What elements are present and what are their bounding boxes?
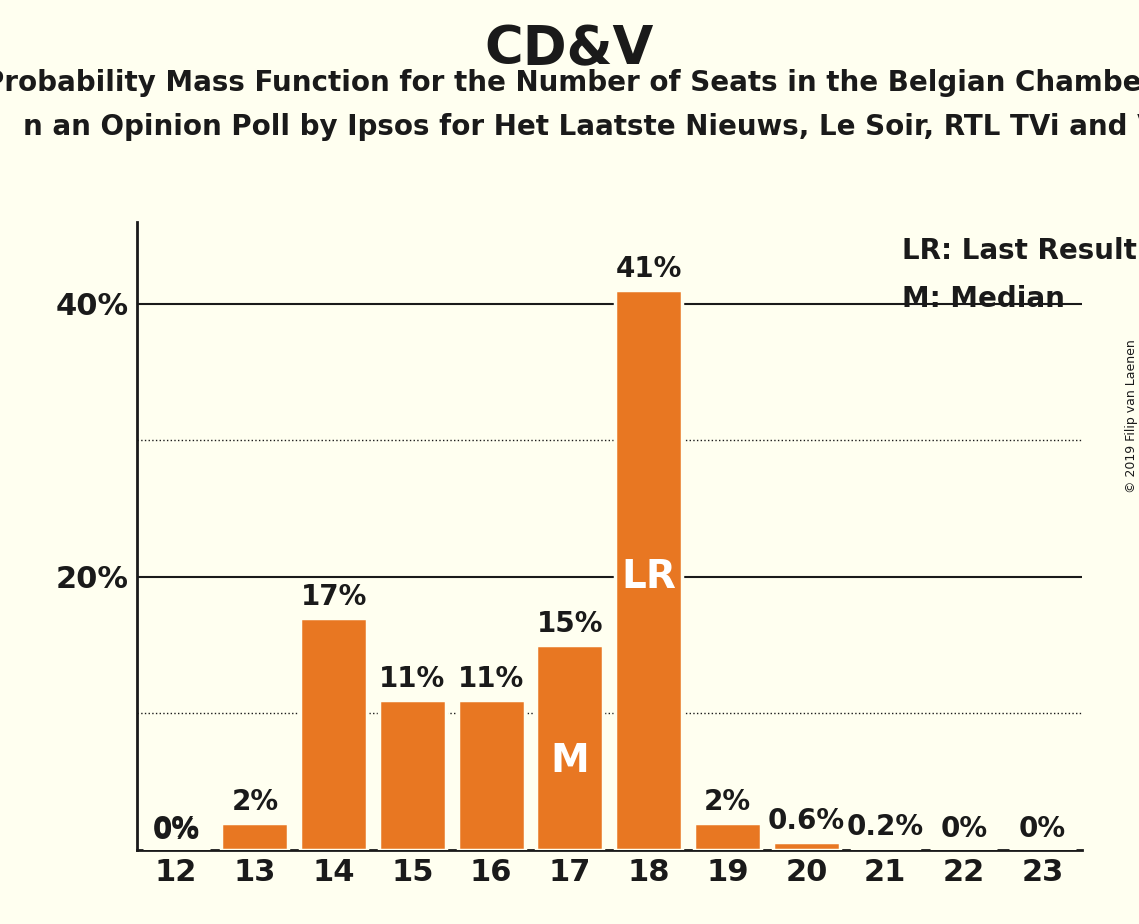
Text: Probability Mass Function for the Number of Seats in the Belgian Chamber: Probability Mass Function for the Number… xyxy=(0,69,1139,97)
Bar xyxy=(301,618,367,850)
Text: 0.6%: 0.6% xyxy=(768,807,845,835)
Text: 41%: 41% xyxy=(615,255,682,284)
Text: CD&V: CD&V xyxy=(485,23,654,75)
Text: n an Opinion Poll by Ipsos for Het Laatste Nieuws, Le Soir, RTL TVi and VTM, 20–: n an Opinion Poll by Ipsos for Het Laats… xyxy=(23,113,1139,140)
Text: LR: Last Result: LR: Last Result xyxy=(902,237,1138,265)
Bar xyxy=(852,847,918,850)
Bar xyxy=(694,822,761,850)
Text: © 2019 Filip van Laenen: © 2019 Filip van Laenen xyxy=(1124,339,1138,492)
Text: 0%: 0% xyxy=(941,815,988,844)
Bar xyxy=(536,645,604,850)
Text: M: Median: M: Median xyxy=(902,285,1065,312)
Text: 0%: 0% xyxy=(153,817,199,845)
Text: LR: LR xyxy=(621,558,677,596)
Text: 2%: 2% xyxy=(231,788,278,816)
Text: 11%: 11% xyxy=(379,665,445,693)
Bar xyxy=(773,842,839,850)
Text: 15%: 15% xyxy=(536,611,604,638)
Text: M: M xyxy=(550,742,589,780)
Bar xyxy=(221,822,288,850)
Bar xyxy=(379,699,445,850)
Text: 2%: 2% xyxy=(704,788,751,816)
Text: 11%: 11% xyxy=(458,665,524,693)
Bar xyxy=(615,290,682,850)
Text: 0.2%: 0.2% xyxy=(846,812,924,841)
Text: 17%: 17% xyxy=(301,583,367,611)
Text: 0%: 0% xyxy=(1019,815,1066,844)
Text: 0%: 0% xyxy=(153,815,199,844)
Bar xyxy=(458,699,525,850)
